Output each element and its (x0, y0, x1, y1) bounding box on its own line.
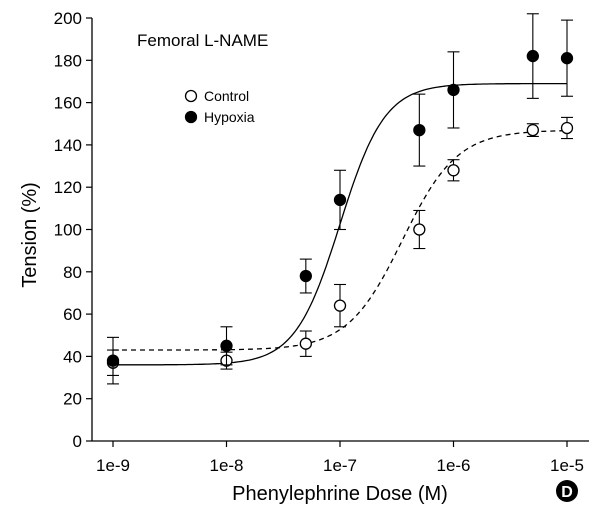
hypoxia-data-point (560, 52, 574, 65)
control-data-point (526, 123, 539, 137)
legend-marker-control (184, 89, 198, 103)
control-data-point (333, 299, 347, 312)
x-tick-label: 1e-9 (96, 456, 130, 475)
hypoxia-data-point (299, 269, 312, 283)
x-tick-label: 1e-5 (550, 456, 584, 475)
legend-label-hypoxia: Hypoxia (204, 109, 255, 125)
panel-label-badge (556, 480, 578, 502)
y-tick-label: 180 (54, 51, 82, 70)
y-tick-label: 20 (63, 390, 82, 409)
y-tick-label: 200 (54, 9, 82, 28)
control-data-point (299, 337, 312, 350)
hypoxia-data-point (106, 354, 120, 367)
hypoxia-data-point (526, 49, 539, 63)
plot-area: 0 20 40 60 80 100 120 140 160 180 200 1e-9 1e-8 1e-7 1… (54, 9, 589, 475)
y-tick-label: 120 (54, 178, 82, 197)
y-axis-title: Tension (%) (19, 182, 41, 288)
control-data-point (413, 223, 426, 236)
x-tick-label: 1e-7 (323, 456, 357, 475)
hypoxia-data-point (333, 193, 347, 207)
x-axis-title: Phenylephrine Dose (M) (232, 483, 448, 505)
y-tick-label: 140 (54, 136, 82, 155)
chart-title: Femoral L-NAME (137, 31, 268, 50)
fit-curve-control (113, 129, 568, 351)
y-tick-label: 0 (73, 432, 82, 451)
panel-label: D (556, 480, 578, 502)
legend: Control Hypoxia (184, 88, 255, 125)
y-tick-label: 80 (63, 263, 82, 282)
control-data-point (560, 121, 574, 135)
panel-label-letter: D (561, 484, 573, 501)
hypoxia-data-point (447, 83, 460, 97)
control-data-point (447, 164, 460, 177)
y-tick-label: 60 (63, 305, 82, 324)
x-tick-label: 1e-8 (209, 456, 243, 475)
y-tick-label: 160 (54, 94, 82, 113)
x-tick-label: 1e-6 (436, 456, 470, 475)
hypoxia-data-point (413, 123, 426, 137)
legend-marker-hypoxia (184, 110, 198, 124)
hypoxia-data-point (220, 339, 233, 352)
legend-label-control: Control (204, 88, 249, 104)
y-tick-label: 100 (54, 221, 82, 240)
y-tick-label: 40 (63, 347, 82, 366)
